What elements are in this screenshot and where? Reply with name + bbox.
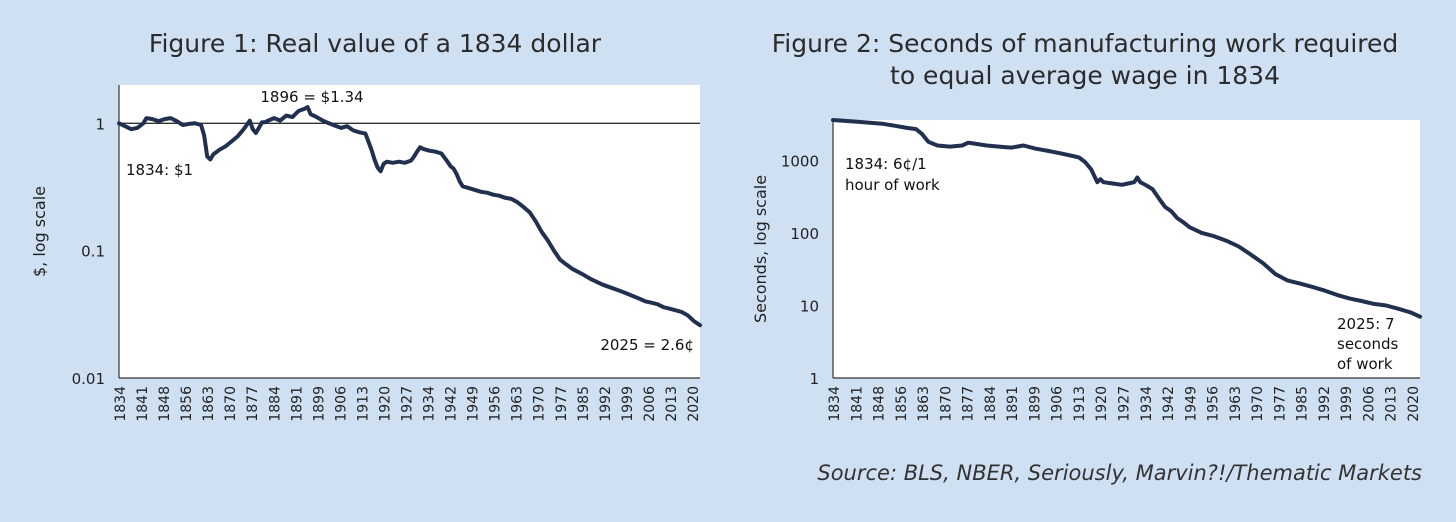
x-tick-label: 1942 [1161, 386, 1177, 422]
x-tick-label: 1891 [289, 386, 305, 422]
x-tick-label: 1870 [938, 386, 954, 422]
x-tick-label: 1913 [1072, 386, 1088, 422]
x-tick-label: 1942 [444, 386, 460, 422]
annotation-line: 1834: 6¢/1 [845, 155, 927, 173]
annotation-line: hour of work [845, 176, 940, 194]
x-tick-label: 1834 [113, 386, 129, 422]
y-tick-label: 0.01 [72, 370, 105, 388]
x-tick-label: 1884 [267, 386, 283, 422]
x-tick-label: 2013 [1384, 386, 1400, 422]
x-tick-label: 1956 [488, 386, 504, 422]
x-tick-label: 1934 [1139, 386, 1155, 422]
x-tick-label: 1949 [466, 386, 482, 422]
x-tick-label: 1927 [1117, 386, 1133, 422]
x-tick-label: 1927 [400, 386, 416, 422]
x-tick-label: 1870 [223, 386, 239, 422]
x-tick-label: 2006 [1361, 386, 1377, 422]
annotation-end: 2025: 7 seconds of work [1337, 315, 1398, 373]
x-tick-label: 1970 [532, 386, 548, 422]
x-tick-label: 1963 [1228, 386, 1244, 422]
x-tick-label: 1977 [554, 386, 570, 422]
x-tick-label: 1863 [916, 386, 932, 422]
x-tick-label: 1884 [983, 386, 999, 422]
annotation-start: 1834: $1 [126, 161, 193, 179]
y-axis-label: $, log scale [30, 186, 49, 277]
x-tick-label: 1856 [894, 386, 910, 422]
y-tick-label: 1000 [781, 152, 819, 170]
x-tick-label: 1906 [333, 386, 349, 422]
plot-area [119, 85, 700, 378]
x-tick-label: 1877 [961, 386, 977, 422]
x-tick-label: 1834 [827, 386, 843, 422]
x-tick-label: 1956 [1206, 386, 1222, 422]
x-tick-label: 2020 [686, 386, 702, 422]
x-tick-label: 1841 [849, 386, 865, 422]
annotation-line: seconds [1337, 335, 1398, 353]
annotation-end: 2025 = 2.6¢ [600, 336, 694, 354]
x-tick-label: 1906 [1050, 386, 1066, 422]
x-tick-label: 1863 [201, 386, 217, 422]
figure-1-chart: 0.01 0.1 1 1834 1841 1848 1856 1863 1870 1877 1884… [30, 85, 702, 422]
x-tick-label: 1920 [1094, 386, 1110, 422]
figure-1-title: Figure 1: Real value of a 1834 dollar [148, 29, 602, 58]
x-tick-label: 1963 [510, 386, 526, 422]
annotation-line: 2025: 7 [1337, 315, 1395, 333]
source-note: Source: BLS, NBER, Seriously, Marvin?!/T… [817, 461, 1422, 485]
y-tick-label: 100 [790, 225, 819, 243]
y-tick-label: 1 [809, 370, 819, 388]
annotation-peak: 1896 = $1.34 [260, 88, 363, 106]
x-tick-label: 1891 [1005, 386, 1021, 422]
x-tick-label: 1992 [598, 386, 614, 422]
x-tick-label: 1856 [179, 386, 195, 422]
y-tick-label: 10 [800, 297, 819, 315]
figure-2-chart: 1 10 100 1000 1834 1841 1848 1856 1863 1870 1877 18… [751, 118, 1422, 422]
x-tick-label: 1848 [872, 386, 888, 422]
x-tick-label: 1977 [1272, 386, 1288, 422]
x-tick-label: 1999 [620, 386, 636, 422]
x-tick-label: 1999 [1339, 386, 1355, 422]
x-tick-label: 1913 [355, 386, 371, 422]
x-tick-label: 1841 [135, 386, 151, 422]
x-tick-label: 1899 [311, 386, 327, 422]
x-tick-label: 1970 [1250, 386, 1266, 422]
x-tick-label: 1949 [1183, 386, 1199, 422]
x-tick-label: 1934 [422, 386, 438, 422]
y-tick-label: 0.1 [81, 243, 105, 261]
series-line [117, 105, 702, 328]
y-tick-label: 1 [95, 115, 105, 133]
series-line [831, 118, 1422, 319]
x-tick-label: 2013 [664, 386, 680, 422]
annotation-start: 1834: 6¢/1 hour of work [845, 155, 940, 194]
x-tick-label: 1920 [377, 386, 393, 422]
x-tick-label: 1877 [245, 386, 261, 422]
x-tick-label: 1992 [1317, 386, 1333, 422]
x-tick-label: 1848 [157, 386, 173, 422]
x-tick-label: 1899 [1027, 386, 1043, 422]
y-axis-label: Seconds, log scale [751, 175, 770, 323]
x-tick-label: 2020 [1406, 386, 1422, 422]
x-tick-label: 1985 [576, 386, 592, 422]
x-tick-label: 2006 [642, 386, 658, 422]
x-tick-label: 1985 [1295, 386, 1311, 422]
figure-2-title: Figure 2: Seconds of manufacturing work … [771, 29, 1399, 90]
annotation-line: of work [1337, 355, 1393, 373]
plot-area [833, 120, 1420, 378]
